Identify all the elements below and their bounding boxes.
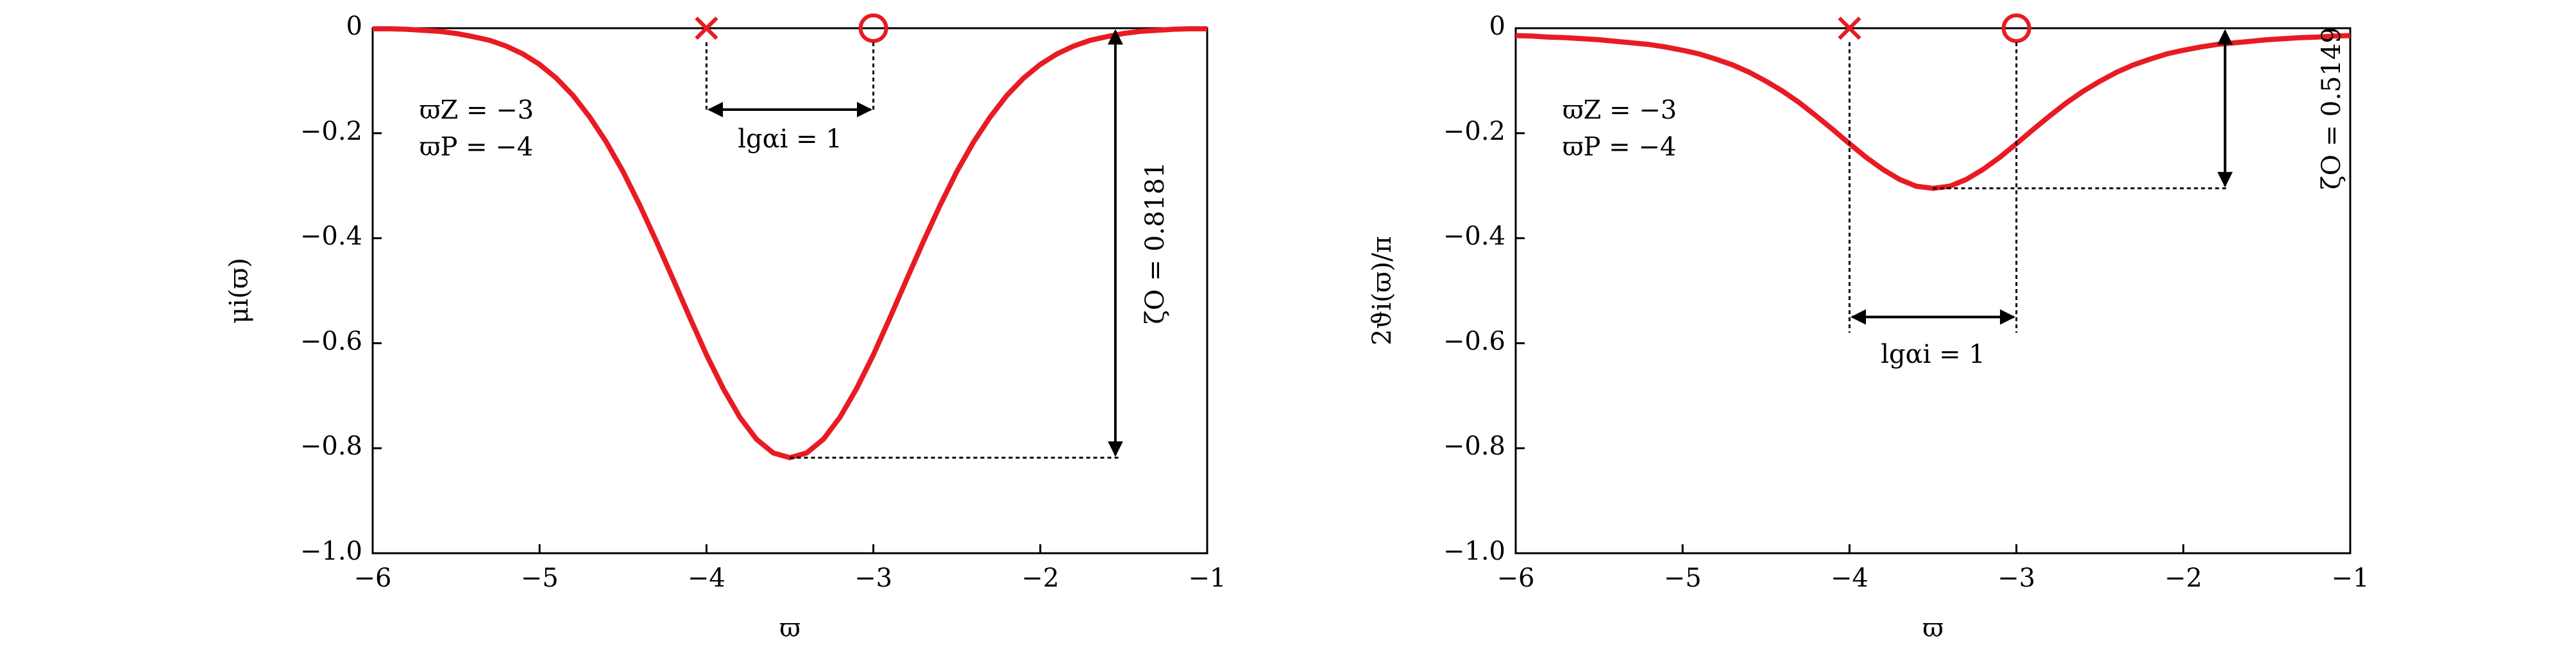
- y-tick-label: −0.4: [1443, 222, 1505, 251]
- x-tick-label: −6: [354, 563, 392, 593]
- x-tick-label: −2: [2164, 563, 2202, 593]
- x-tick-label: −5: [521, 563, 559, 593]
- y-tick-label: −0.6: [1443, 326, 1505, 356]
- depth-label: ζO = 0.5149: [2317, 27, 2346, 189]
- y-tick-label: −0.2: [1443, 117, 1505, 146]
- x-axis-label: ϖ: [1922, 613, 1944, 643]
- plot-frame: [1514, 27, 2351, 555]
- y-tick-label: 0: [1489, 12, 1505, 41]
- x-tick-label: −2: [1021, 563, 1059, 593]
- y-tick-label: −1.0: [300, 537, 362, 566]
- pole-marker: [695, 16, 718, 40]
- x-tick-label: −1: [2332, 563, 2369, 593]
- x-tick-label: −5: [1664, 563, 1702, 593]
- zero-note: ϖZ = −3: [1563, 96, 1677, 125]
- zero-marker: [858, 13, 888, 43]
- x-tick-label: −6: [1497, 563, 1535, 593]
- x-tick-label: −1: [1189, 563, 1226, 593]
- x-tick-label: −3: [854, 563, 892, 593]
- x-tick-label: −3: [1997, 563, 2035, 593]
- x-tick-label: −4: [688, 563, 725, 593]
- y-tick-label: −0.4: [300, 222, 362, 251]
- y-tick-label: −0.8: [1443, 431, 1505, 461]
- span-label: lgαi = 1: [738, 124, 842, 154]
- pole-marker: [1838, 16, 1861, 40]
- y-tick-label: −0.2: [300, 117, 362, 146]
- y-tick-label: −0.6: [300, 326, 362, 356]
- y-tick-label: 0: [346, 12, 362, 41]
- y-tick-label: −1.0: [1443, 537, 1505, 566]
- zero-note: ϖZ = −3: [419, 96, 534, 125]
- plot-frame: [371, 27, 1208, 555]
- x-axis-label: ϖ: [779, 613, 801, 643]
- depth-label: ζO = 0.8181: [1140, 162, 1170, 324]
- pole-note: ϖP = −4: [419, 132, 533, 162]
- y-axis-label: μi(ϖ): [225, 258, 254, 324]
- curve: [373, 26, 1207, 460]
- x-tick-label: −4: [1831, 563, 1868, 593]
- y-axis-label: 2ϑi(ϖ)/π: [1368, 236, 1397, 345]
- y-tick-label: −0.8: [300, 431, 362, 461]
- zero-marker: [2001, 13, 2031, 43]
- pole-note: ϖP = −4: [1563, 132, 1676, 162]
- span-label: lgαi = 1: [1881, 340, 1985, 369]
